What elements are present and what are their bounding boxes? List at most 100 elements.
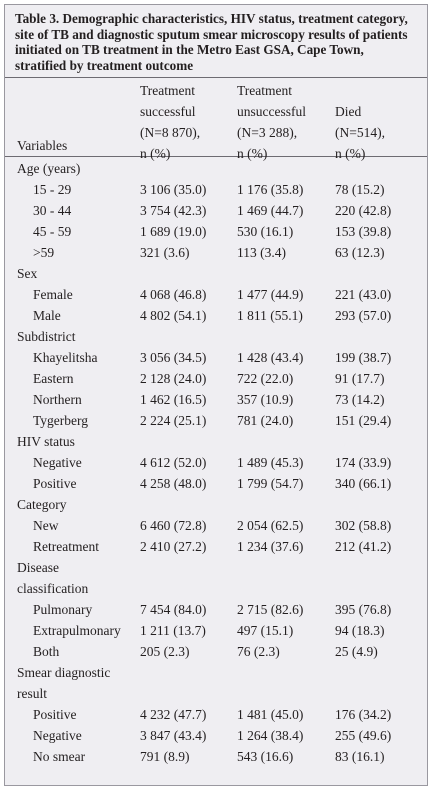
table-row: Sex	[5, 263, 427, 284]
table-row: Positive 4 258 (48.0) 1 799 (54.7) 340 (66.…	[5, 473, 427, 494]
table-row: >59 321 (3.6) 113 (3.4) 63 (12.3)	[5, 242, 427, 263]
value-cell: 78 (15.2)	[335, 182, 385, 198]
table-row: Male 4 802 (54.1) 1 811 (55.1) 293 (57.0)	[5, 305, 427, 326]
value-cell: 2 715 (82.6)	[237, 602, 304, 618]
header-line: n (%)	[237, 146, 268, 162]
row-label: Retreatment	[33, 539, 99, 555]
row-label: Sex	[17, 266, 38, 282]
header-treatment-successful: Treatment successful (N=8 870), n (%)	[140, 80, 200, 164]
value-cell: 1 469 (44.7)	[237, 203, 304, 219]
value-cell: 1 477 (44.9)	[237, 287, 304, 303]
table-row: Category	[5, 494, 427, 515]
row-label: result	[17, 686, 47, 702]
value-cell: 94 (18.3)	[335, 623, 385, 639]
value-cell: 543 (16.6)	[237, 749, 294, 765]
value-cell: 4 258 (48.0)	[140, 476, 207, 492]
value-cell: 1 689 (19.0)	[140, 224, 207, 240]
value-cell: 791 (8.9)	[140, 749, 190, 765]
table-row: Both 205 (2.3) 76 (2.3) 25 (4.9)	[5, 641, 427, 662]
table-row: No smear 791 (8.9) 543 (16.6) 83 (16.1)	[5, 746, 427, 767]
value-cell: 212 (41.2)	[335, 539, 392, 555]
table-row: Disease	[5, 557, 427, 578]
value-cell: 2 128 (24.0)	[140, 371, 207, 387]
table-row: 45 - 59 1 689 (19.0) 530 (16.1) 153 (39.8)	[5, 221, 427, 242]
value-cell: 357 (10.9)	[237, 392, 294, 408]
row-label: Both	[33, 644, 60, 660]
header-line: Treatment	[237, 83, 292, 99]
value-cell: 781 (24.0)	[237, 413, 294, 429]
value-cell: 4 612 (52.0)	[140, 455, 207, 471]
value-cell: 293 (57.0)	[335, 308, 392, 324]
table-row: Subdistrict	[5, 326, 427, 347]
value-cell: 1 234 (37.6)	[237, 539, 304, 555]
value-cell: 7 454 (84.0)	[140, 602, 207, 618]
value-cell: 63 (12.3)	[335, 245, 385, 261]
table-header: Variables Treatment successful (N=8 870)…	[5, 78, 427, 161]
row-label: Female	[33, 287, 73, 303]
table-body: Age (years) 15 - 29 3 106 (35.0) 1 176 (35.…	[5, 157, 427, 767]
table-row: 15 - 29 3 106 (35.0) 1 176 (35.8) 78 (15.2)	[5, 179, 427, 200]
table-row: Smear diagnostic	[5, 662, 427, 683]
value-cell: 153 (39.8)	[335, 224, 392, 240]
row-label: Khayelitsha	[33, 350, 98, 366]
row-label: Male	[33, 308, 61, 324]
table-row: classification	[5, 578, 427, 599]
table-row: Northern 1 462 (16.5) 357 (10.9) 73 (14.2)	[5, 389, 427, 410]
row-label: HIV status	[17, 434, 75, 450]
value-cell: 1 264 (38.4)	[237, 728, 304, 744]
row-label: Negative	[33, 728, 82, 744]
value-cell: 302 (58.8)	[335, 518, 392, 534]
value-cell: 4 232 (47.7)	[140, 707, 207, 723]
table-row: Khayelitsha 3 056 (34.5) 1 428 (43.4) 199 (…	[5, 347, 427, 368]
value-cell: 1 211 (13.7)	[140, 623, 206, 639]
value-cell: 321 (3.6)	[140, 245, 190, 261]
value-cell: 151 (29.4)	[335, 413, 392, 429]
row-label: Smear diagnostic	[17, 665, 111, 681]
table-row: 30 - 44 3 754 (42.3) 1 469 (44.7) 220 (42.8…	[5, 200, 427, 221]
row-label: Positive	[33, 476, 77, 492]
row-label: Extrapulmonary	[33, 623, 121, 639]
row-label: classification	[17, 581, 89, 597]
row-label: Eastern	[33, 371, 74, 387]
value-cell: 91 (17.7)	[335, 371, 385, 387]
value-cell: 1 462 (16.5)	[140, 392, 207, 408]
value-cell: 220 (42.8)	[335, 203, 392, 219]
table-row: Age (years)	[5, 158, 427, 179]
demographics-table: Table 3. Demographic characteristics, HI…	[4, 4, 428, 786]
header-died: Died (N=514), n (%)	[335, 101, 385, 164]
value-cell: 176 (34.2)	[335, 707, 392, 723]
value-cell: 73 (14.2)	[335, 392, 385, 408]
row-label: Northern	[33, 392, 82, 408]
header-line: (N=3 288),	[237, 125, 298, 141]
row-label: Pulmonary	[33, 602, 93, 618]
value-cell: 2 224 (25.1)	[140, 413, 207, 429]
table-caption: Table 3. Demographic characteristics, HI…	[5, 5, 427, 79]
value-cell: 83 (16.1)	[335, 749, 385, 765]
value-cell: 199 (38.7)	[335, 350, 392, 366]
value-cell: 340 (66.1)	[335, 476, 392, 492]
row-label: Subdistrict	[17, 329, 76, 345]
row-label: Disease	[17, 560, 59, 576]
table-row: Positive 4 232 (47.7) 1 481 (45.0) 176 (34.…	[5, 704, 427, 725]
row-label: 15 - 29	[33, 182, 72, 198]
row-label: Positive	[33, 707, 77, 723]
row-label: New	[33, 518, 59, 534]
row-label: Age (years)	[17, 161, 81, 177]
table-row: Pulmonary 7 454 (84.0) 2 715 (82.6) 395 (76…	[5, 599, 427, 620]
table-row: Negative 4 612 (52.0) 1 489 (45.3) 174 (33.…	[5, 452, 427, 473]
value-cell: 497 (15.1)	[237, 623, 294, 639]
value-cell: 3 056 (34.5)	[140, 350, 207, 366]
row-label: Negative	[33, 455, 82, 471]
header-line: (N=8 870),	[140, 125, 201, 141]
value-cell: 255 (49.6)	[335, 728, 392, 744]
header-line: successful	[140, 104, 196, 120]
table-row: Extrapulmonary 1 211 (13.7) 497 (15.1) 94 (…	[5, 620, 427, 641]
header-treatment-unsuccessful: Treatment unsuccessful (N=3 288), n (%)	[237, 80, 306, 164]
header-variables: Variables	[17, 138, 68, 154]
value-cell: 174 (33.9)	[335, 455, 392, 471]
table-row: Eastern 2 128 (24.0) 722 (22.0) 91 (17.7)	[5, 368, 427, 389]
header-line: Treatment	[140, 83, 195, 99]
table-row: result	[5, 683, 427, 704]
value-cell: 25 (4.9)	[335, 644, 378, 660]
value-cell: 221 (43.0)	[335, 287, 392, 303]
